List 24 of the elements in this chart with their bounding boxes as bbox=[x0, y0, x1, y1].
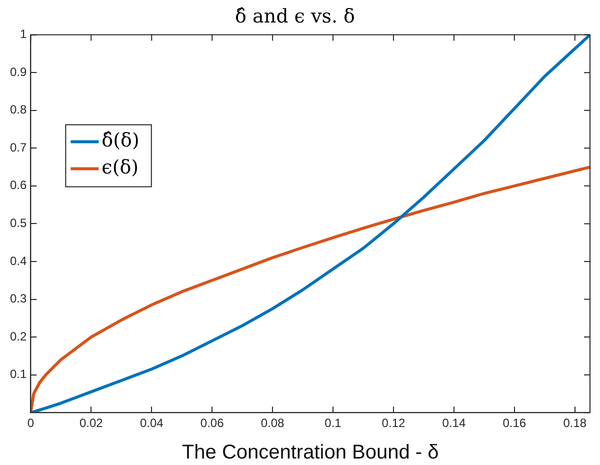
x-axis-title: The Concentration Bound - δ bbox=[182, 442, 439, 464]
chart-title: δ̂ and ϵ vs. δ bbox=[235, 5, 355, 28]
y-tick-label: 0.2 bbox=[10, 329, 27, 344]
legend-label: ϵ(δ) bbox=[102, 156, 139, 179]
x-tick-label: 0.14 bbox=[442, 416, 466, 430]
x-tick-label: 0.08 bbox=[260, 416, 285, 430]
x-tick-label: 0 bbox=[27, 416, 34, 430]
x-tick-label: 0.06 bbox=[200, 416, 224, 430]
y-tick-label: 0.7 bbox=[10, 140, 27, 154]
y-tick-label: 0.3 bbox=[10, 292, 27, 306]
y-tick-label: 0.5 bbox=[10, 216, 27, 230]
y-tick-label: 0.8 bbox=[10, 102, 27, 117]
y-tick-label: 0.6 bbox=[10, 178, 27, 192]
x-tick-label: 0.12 bbox=[382, 416, 406, 430]
y-tick-label: 0.1 bbox=[10, 367, 27, 382]
y-tick-label: 0.9 bbox=[10, 64, 27, 79]
x-tick-label: 0.16 bbox=[502, 416, 526, 430]
x-tick-label: 0.1 bbox=[324, 416, 342, 430]
legend-label: δ̂(δ) bbox=[102, 130, 140, 152]
y-tick-label: 0.4 bbox=[10, 254, 27, 268]
x-tick-label: 0.04 bbox=[140, 416, 164, 430]
x-tick-label: 0.02 bbox=[79, 416, 104, 430]
y-tick-label: 1 bbox=[20, 27, 27, 42]
x-tick-label: 0.18 bbox=[563, 416, 587, 430]
